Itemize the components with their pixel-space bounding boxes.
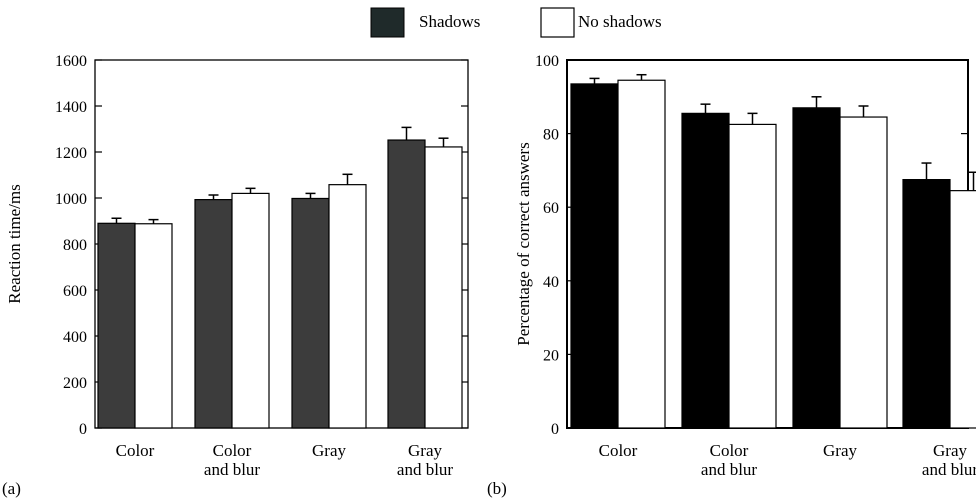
y-axis-label: Percentage of correct answers [514,142,533,345]
y-tick-label: 80 [543,127,559,144]
legend-swatch-shadows [370,7,405,38]
y-tick-label: 400 [63,329,87,346]
x-category-label: Color [116,441,155,460]
bar-no-shadows [134,223,173,429]
y-tick-label: 200 [63,375,87,392]
x-category-label: Color [213,441,252,460]
x-category-label: Gray [933,441,967,460]
x-category-label: and blur [397,460,454,479]
y-tick-label: 60 [543,200,559,217]
panel-b-correct-answers-chart: 0 20 40 60 80 100 Percentage of correct answer… [487,53,976,498]
legend: Shadows No shadows [370,7,662,38]
y-tick-label: 1400 [55,99,87,116]
y-tick-label: 600 [63,283,87,300]
x-category-label: Gray [312,441,346,460]
panel-a-reaction-time-chart: 0 200 400 600 800 1000 1200 1400 1600 Reaction ti… [2,53,469,498]
bar-no-shadows [839,116,888,429]
bar-no-shadows [231,192,270,429]
legend-label-shadows: Shadows [419,12,480,31]
y-axis-label: Reaction time/ms [5,184,24,303]
legend-swatch-no-shadows [540,7,575,38]
bar-shadows [291,197,330,429]
x-category-label: Gray [408,441,442,460]
bar-shadows [97,222,136,429]
bar-shadows [681,112,730,429]
panel-label: (a) [2,479,21,498]
bar-shadows [387,139,426,429]
bar-shadows [194,199,233,429]
y-tick-label: 100 [535,53,559,70]
y-tick-label: 20 [543,347,559,364]
bar-no-shadows [328,184,367,429]
bar-no-shadows [617,79,666,429]
y-tick-label: 0 [79,421,87,438]
y-tick-label: 40 [543,274,559,291]
x-category-label: Color [599,441,638,460]
bar-no-shadows [728,123,777,429]
bar-shadows [902,179,951,429]
bar-no-shadows [949,190,976,429]
x-category-label: and blur [701,460,758,479]
panel-label: (b) [487,479,507,498]
bar-shadows [792,107,841,429]
y-tick-label: 800 [63,237,87,254]
bar-shadows [570,83,619,429]
x-category-label: Gray [823,441,857,460]
bar-no-shadows [424,146,463,429]
x-category-label: and blur [204,460,261,479]
x-category-label: and blur [922,460,976,479]
legend-label-no-shadows: No shadows [578,12,662,31]
y-tick-label: 1200 [55,145,87,162]
x-category-label: Color [710,441,749,460]
y-tick-label: 1000 [55,191,87,208]
y-tick-label: 0 [551,421,559,438]
y-tick-label: 1600 [55,53,87,70]
